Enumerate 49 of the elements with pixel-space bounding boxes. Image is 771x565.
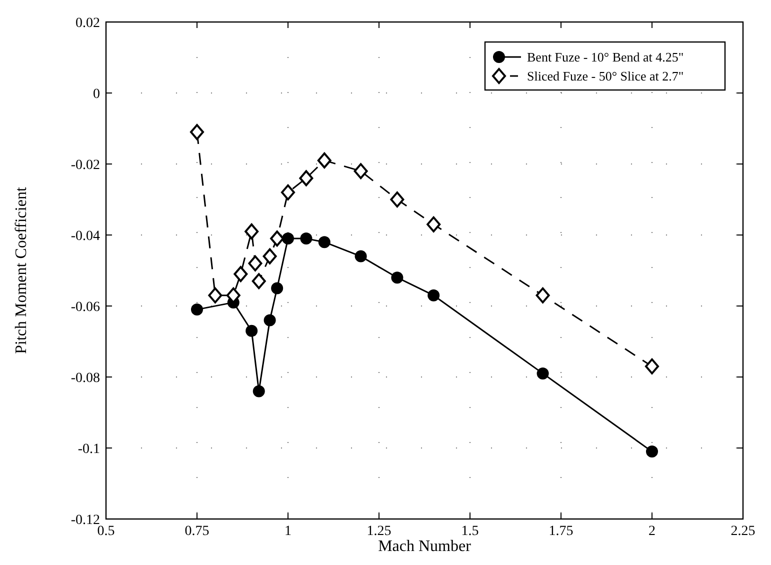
point (264, 314, 276, 326)
point (536, 367, 549, 380)
y-tick-label: -0.1 (78, 442, 100, 457)
point (208, 287, 222, 304)
point (191, 304, 203, 316)
point (282, 232, 294, 245)
x-tick-label: 1.75 (548, 524, 574, 539)
point (234, 266, 248, 282)
point (281, 184, 295, 200)
point (300, 232, 312, 245)
y-tick-label: -0.04 (70, 228, 100, 244)
y-tick-label: 0.02 (76, 16, 100, 31)
point (645, 358, 659, 374)
y-tick-label: -0.02 (70, 158, 100, 173)
point (391, 272, 404, 284)
point (190, 124, 204, 140)
point (390, 192, 404, 208)
x-tick-label: 1 (284, 524, 292, 539)
legend-label: Bent Fuze - 10° Bend at 4.25" (527, 50, 684, 65)
point (252, 273, 266, 290)
x-tick-label: 2 (648, 524, 656, 539)
point (318, 236, 330, 248)
point (428, 289, 440, 302)
point (271, 282, 284, 294)
point (646, 446, 658, 458)
y-tick-label: -0.12 (70, 512, 100, 528)
point (270, 230, 284, 247)
y-axis-title: Pitch Moment Coefficient (13, 186, 30, 354)
point (317, 152, 332, 168)
point (299, 170, 314, 186)
point (248, 255, 262, 272)
point (252, 385, 265, 398)
y-tick-label: 0 (93, 86, 100, 102)
point (246, 324, 258, 337)
y-tick-label: -0.06 (70, 300, 100, 315)
point (426, 216, 441, 232)
x-axis-title: Mach Number (378, 538, 472, 555)
x-tick-label: 1.25 (366, 524, 392, 539)
point (262, 248, 277, 264)
x-tick-label: 2.25 (730, 524, 756, 539)
x-tick-label: 0.75 (184, 524, 210, 539)
legend-label: Sliced Fuze - 50° Slice at 2.7" (527, 68, 684, 84)
point (536, 287, 550, 304)
x-tick-label: 1.5 (461, 524, 479, 539)
point (244, 223, 259, 240)
y-tick-label: -0.08 (70, 370, 100, 386)
point (354, 250, 367, 262)
x-tick-label: 0.5 (97, 524, 115, 539)
point (354, 163, 368, 180)
